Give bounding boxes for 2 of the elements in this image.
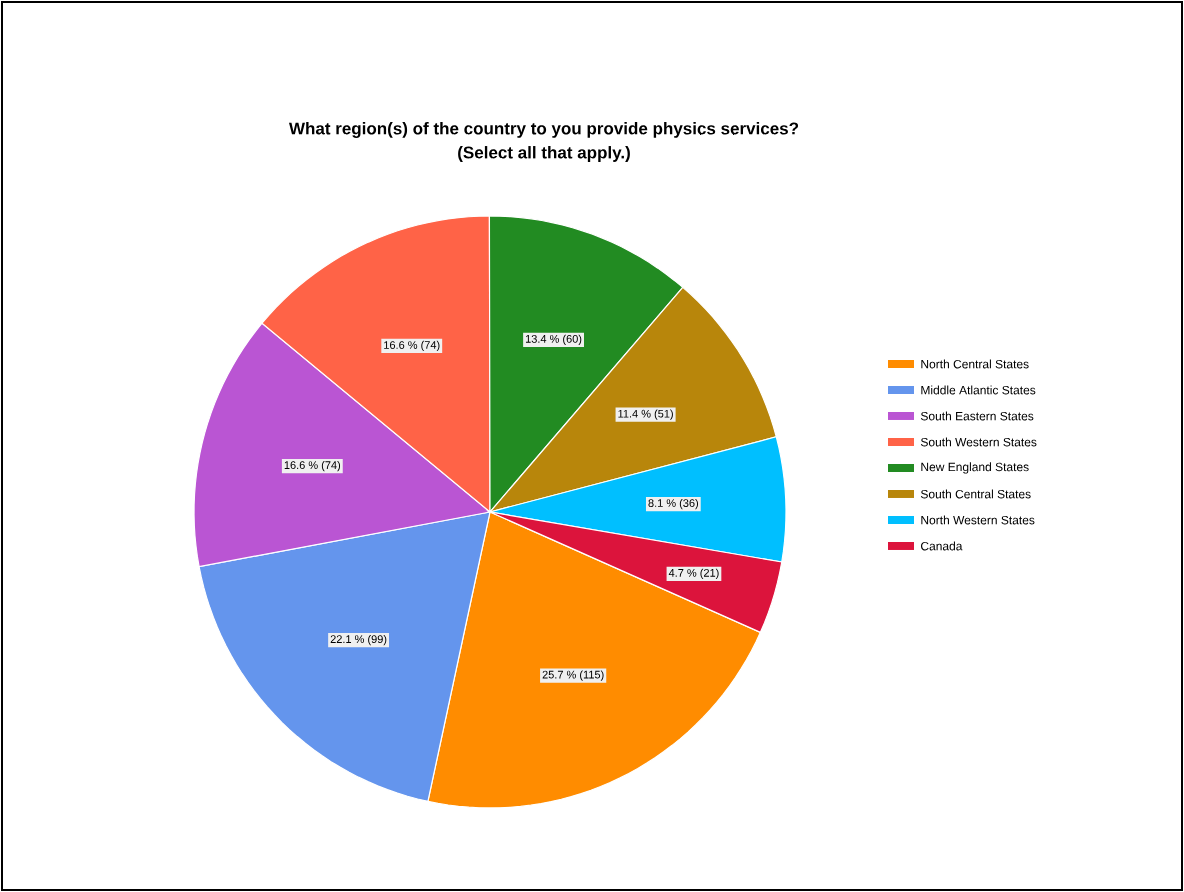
chart-title: What region(s) of the country to you provide physics services? (289, 122, 799, 138)
chart-subtitle: (Select all that apply.) (458, 146, 630, 162)
